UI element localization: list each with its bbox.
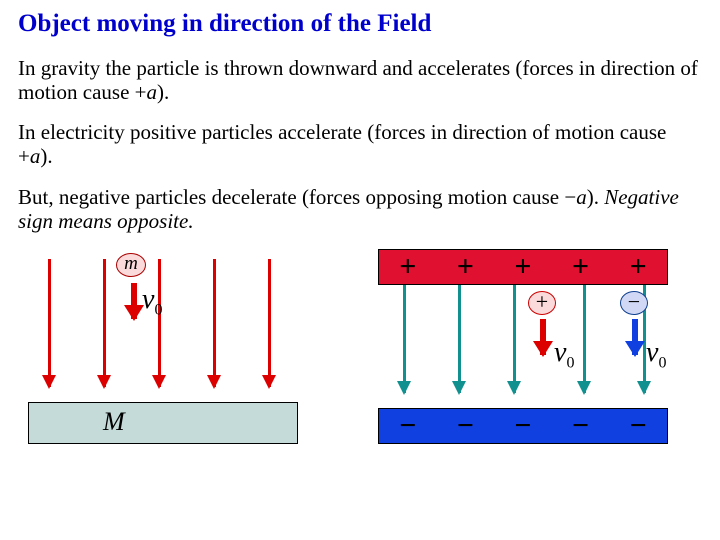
gravity-field-arrow	[213, 259, 216, 387]
plus-symbol: +	[572, 250, 589, 284]
electric-field-arrow	[458, 285, 461, 393]
negative-charge: −	[620, 291, 648, 315]
p3-b: a	[576, 185, 587, 209]
negative-plate: −−−−−	[378, 408, 668, 444]
paragraph-electricity: In electricity positive particles accele…	[18, 120, 702, 168]
positive-charge: +	[528, 291, 556, 315]
big-mass-label: M	[103, 407, 125, 437]
v0-negative-label: v0	[646, 337, 666, 373]
v0-positive-label: v0	[554, 337, 574, 373]
gravity-diagram: M m v0	[18, 249, 328, 444]
p1-c: ).	[157, 80, 169, 104]
plus-symbol: +	[630, 250, 647, 284]
positive-plate: + + + + +	[378, 249, 668, 285]
minus-symbol: −	[399, 409, 416, 443]
electric-field-arrow	[403, 285, 406, 393]
electric-field-arrow	[583, 285, 586, 393]
p3-c: ).	[587, 185, 605, 209]
gravity-field-arrow	[103, 259, 106, 387]
gravity-field-arrow	[48, 259, 51, 387]
plus-symbol: +	[457, 250, 474, 284]
p2-a: In electricity positive particles accele…	[18, 120, 666, 168]
v0-positive-arrow	[540, 319, 546, 355]
diagram-row: M m v0 + + + + + − − − − − + − v0 v0	[18, 249, 702, 444]
paragraph-negative: But, negative particles decelerate (forc…	[18, 185, 702, 233]
plus-symbol: +	[514, 250, 531, 284]
minus-symbol: −	[630, 409, 647, 443]
p1-b: a	[146, 80, 157, 104]
electric-diagram: + + + + + − − − − − + − v0 v0	[368, 249, 678, 444]
plus-symbol: +	[399, 250, 416, 284]
minus-symbol: −	[457, 409, 474, 443]
ground-block	[28, 402, 298, 444]
gravity-field-arrow	[268, 259, 271, 387]
mass-particle: m	[116, 253, 146, 277]
paragraph-gravity: In gravity the particle is thrown downwa…	[18, 56, 702, 104]
p1-a: In gravity the particle is thrown downwa…	[18, 56, 698, 104]
p2-b: a	[30, 144, 41, 168]
gravity-field-arrow	[158, 259, 161, 387]
v0-label: v0	[142, 284, 162, 320]
p2-c: ).	[40, 144, 52, 168]
v0-arrow	[131, 283, 137, 319]
electric-field-arrow	[513, 285, 516, 393]
minus-symbol: −	[514, 409, 531, 443]
p3-a: But, negative particles decelerate (forc…	[18, 185, 576, 209]
v0-negative-arrow	[632, 319, 638, 355]
minus-symbol: −	[572, 409, 589, 443]
slide-title: Object moving in direction of the Field	[18, 10, 702, 38]
